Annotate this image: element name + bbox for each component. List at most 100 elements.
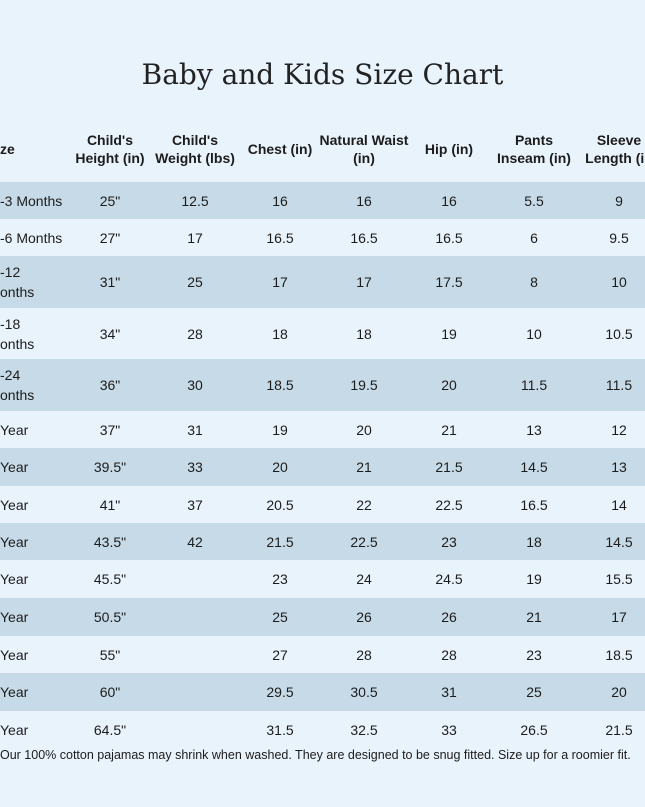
- table-cell: 26.5: [520, 721, 548, 738]
- table-cell: 20.5: [266, 496, 294, 513]
- table-cell: 25: [187, 274, 203, 290]
- table-cell: 18.5: [605, 646, 633, 663]
- table-cell: 24: [356, 571, 372, 587]
- table-cell: 10: [611, 274, 627, 290]
- row-stripe: [0, 256, 645, 308]
- table-cell: 31: [187, 421, 203, 438]
- table-cell: 6: [530, 229, 538, 246]
- table-cell: 31": [99, 274, 121, 290]
- table-cell: 23: [272, 571, 288, 587]
- table-cell: 16: [441, 192, 457, 209]
- table-cell: 21: [526, 609, 542, 625]
- table-cell: Year: [0, 421, 29, 438]
- table-cell: 20: [441, 377, 457, 393]
- table-cell: 50.5": [93, 609, 127, 625]
- table-cell: 15.5: [605, 571, 633, 587]
- table-cell: Year: [0, 496, 29, 513]
- row-stripe: [0, 560, 645, 598]
- table-cell: 55": [99, 646, 121, 663]
- table-cell: 42: [187, 533, 203, 550]
- table-cell: 37": [99, 421, 121, 438]
- table-cell: 26: [356, 609, 372, 625]
- table-cell: -12 onths: [0, 264, 35, 300]
- table-cell: 39.5": [93, 459, 127, 475]
- header-cell: Sleeve Length (in: [585, 132, 645, 166]
- table-cell: 28: [187, 325, 203, 342]
- table-cell: 22.5: [350, 533, 378, 550]
- table-cell: 13: [526, 421, 542, 438]
- table-cell: 20: [611, 684, 627, 700]
- table-cell: 16.5: [350, 229, 378, 246]
- row-stripe: [0, 411, 645, 448]
- table-cell: 16.5: [520, 496, 548, 513]
- table-cell: 18: [526, 533, 542, 550]
- table-cell: 60": [99, 684, 121, 700]
- table-cell: 16.5: [435, 229, 463, 246]
- table-cell: 25: [272, 609, 288, 625]
- table-cell: 41": [99, 496, 121, 513]
- table-cell: Year: [0, 684, 29, 700]
- table-cell: 25": [99, 192, 121, 209]
- table-cell: 27: [272, 646, 288, 663]
- table-cell: 21.5: [605, 721, 633, 738]
- table-cell: 9.5: [609, 229, 629, 246]
- table-cell: 37: [187, 496, 203, 513]
- table-cell: 64.5": [93, 721, 127, 738]
- table-cell: 23: [441, 533, 457, 550]
- header-cell: ze: [0, 141, 15, 157]
- table-cell: 30.5: [350, 684, 378, 700]
- row-stripe: [0, 523, 645, 560]
- header-cell: Chest (in): [247, 141, 313, 157]
- table-cell: -18 onths: [0, 315, 35, 352]
- table-cell: 20: [272, 459, 288, 475]
- table-cell: -3 Months: [0, 192, 63, 209]
- table-cell: 26: [441, 609, 457, 625]
- table-cell: 32.5: [350, 721, 378, 738]
- table-cell: 9: [615, 192, 623, 209]
- table-cell: 21.5: [435, 459, 463, 475]
- table-cell: Year: [0, 721, 29, 738]
- table-cell: 18.5: [266, 377, 294, 393]
- table-cell: 16: [272, 192, 288, 209]
- table-cell: 22.5: [435, 496, 463, 513]
- table-cell: 33: [441, 721, 457, 738]
- table-cell: 19: [526, 571, 542, 587]
- table-cell: 19: [272, 421, 288, 438]
- table-cell: 17: [187, 229, 203, 246]
- table-cell: -24 onths: [0, 367, 35, 403]
- table-cell: 17: [272, 274, 288, 290]
- row-stripe: [0, 359, 645, 411]
- table-cell: 45.5": [93, 571, 127, 587]
- table-cell: 36": [99, 377, 121, 393]
- table-cell: Year: [0, 609, 29, 625]
- row-stripe: [0, 636, 645, 673]
- table-cell: 11.5: [520, 377, 548, 393]
- table-cell: 28: [356, 646, 372, 663]
- table-cell: 10: [526, 325, 542, 342]
- table-cell: 27": [99, 229, 121, 246]
- title: Baby and Kids Size Chart: [141, 58, 504, 91]
- row-stripe: [0, 673, 645, 711]
- table-cell: 17: [611, 609, 627, 625]
- table-cell: 23: [526, 646, 542, 663]
- table-cell: 13: [611, 459, 627, 475]
- table-cell: 31.5: [266, 721, 294, 738]
- table-cell: -6 Months: [0, 229, 63, 246]
- row-stripe: [0, 308, 645, 359]
- table-cell: 14.5: [605, 533, 633, 550]
- table-cell: Year: [0, 571, 29, 587]
- header-cell: Child's Height (in): [75, 132, 145, 166]
- table-cell: 14: [611, 496, 627, 513]
- table-cell: 16.5: [266, 229, 294, 246]
- table-cell: 16: [356, 192, 372, 209]
- table-cell: 14.5: [520, 459, 548, 475]
- table-cell: 43.5": [93, 533, 127, 550]
- table-cell: 18: [356, 325, 372, 342]
- table-cell: 24.5: [435, 571, 463, 587]
- table-cell: 21: [441, 421, 457, 438]
- table-cell: 29.5: [266, 684, 294, 700]
- table-cell: 12.5: [181, 192, 209, 209]
- table-cell: Year: [0, 646, 29, 663]
- table-cell: 10.5: [605, 325, 633, 342]
